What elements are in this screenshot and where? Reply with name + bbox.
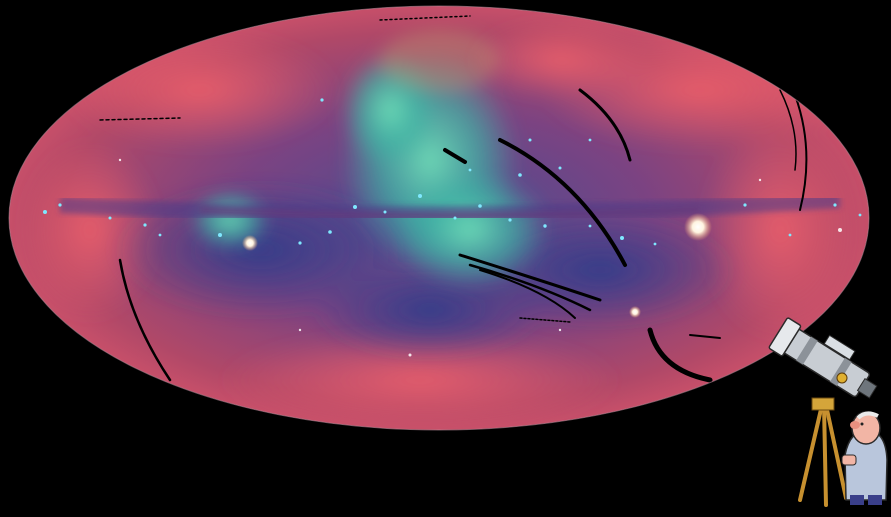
galactic-plane — [59, 192, 841, 222]
astronomer-icon — [841, 411, 888, 505]
tripod-icon — [798, 403, 848, 507]
sky-map-border — [8, 5, 870, 431]
telescope-icon — [768, 317, 878, 399]
exposure-gaps — [99, 15, 808, 383]
bright-sources — [43, 98, 862, 357]
astronomer-clipart — [768, 317, 888, 507]
all-sky-map — [9, 6, 869, 430]
